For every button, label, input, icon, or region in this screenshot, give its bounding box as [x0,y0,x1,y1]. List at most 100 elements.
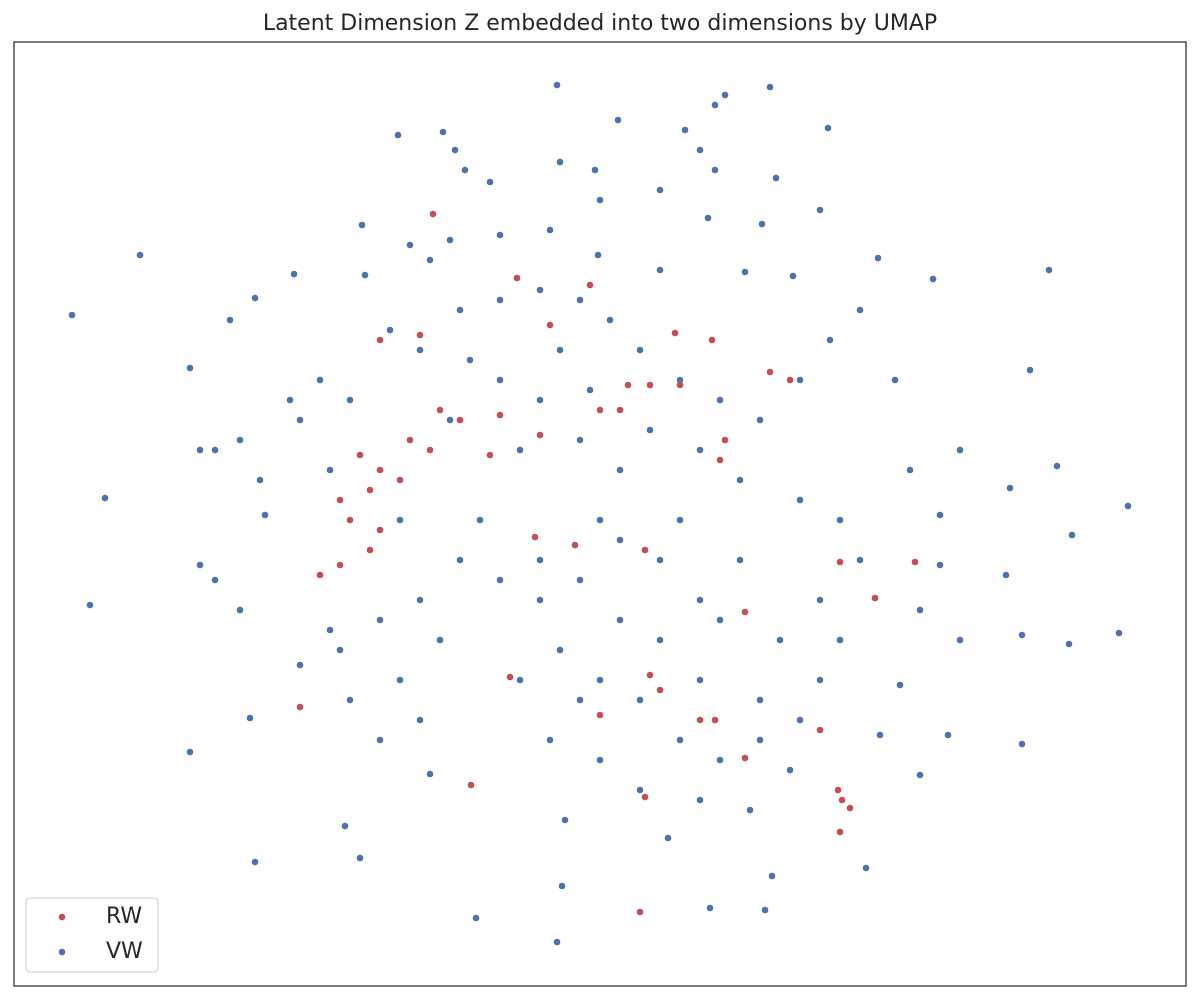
point [496,411,504,419]
point [472,914,480,922]
point [1018,740,1026,748]
point [616,406,624,414]
point [376,736,384,744]
point [446,416,454,424]
point [761,906,769,914]
point [546,321,554,329]
point [556,158,564,166]
point [796,716,804,724]
point [711,716,719,724]
point [496,296,504,304]
point [546,226,554,234]
point [326,626,334,634]
point [386,326,394,334]
point [290,270,298,278]
point [716,396,724,404]
point [696,676,704,684]
point [506,673,514,681]
point [706,904,714,912]
point [944,731,952,739]
point [741,608,749,616]
point [101,494,109,502]
point [741,268,749,276]
point [711,166,719,174]
point [816,596,824,604]
point [416,346,424,354]
point [596,756,604,764]
point [296,703,304,711]
point [396,516,404,524]
point [836,516,844,524]
point [576,296,584,304]
point [704,214,712,222]
point [536,431,544,439]
point [906,466,914,474]
point [456,306,464,314]
point [246,714,254,722]
point [496,231,504,239]
point [536,556,544,564]
point [656,556,664,564]
point [476,516,484,524]
point [486,178,494,186]
point [936,511,944,519]
point [326,466,334,474]
point [896,681,904,689]
point [1006,484,1014,492]
chart-title: Latent Dimension Z embedded into two dim… [263,11,937,36]
point [596,711,604,719]
point [196,561,204,569]
point [466,356,474,364]
point [467,781,475,789]
point [136,251,144,259]
point [251,858,259,866]
point [336,496,344,504]
point [736,476,744,484]
point [636,696,644,704]
point [366,546,374,554]
point [636,346,644,354]
point [586,386,594,394]
point [456,416,464,424]
point [816,676,824,684]
point [68,311,76,319]
point [376,526,384,534]
point [696,446,704,454]
point [336,646,344,654]
point [436,406,444,414]
point [576,576,584,584]
point [211,576,219,584]
point [916,606,924,614]
point [856,306,864,314]
point [596,676,604,684]
point [531,533,539,541]
point [636,786,644,794]
point [211,446,219,454]
legend-label: RW [106,904,142,929]
point [261,511,269,519]
point [576,696,584,704]
point [696,716,704,724]
point [936,561,944,569]
point [758,220,766,228]
point [741,754,749,762]
point [656,186,664,194]
point [676,736,684,744]
point [624,381,632,389]
point [956,636,964,644]
point [756,696,764,704]
point [251,294,259,302]
point [834,786,842,794]
point [594,251,602,259]
point [756,416,764,424]
point [366,486,374,494]
point [656,686,664,694]
point [676,381,684,389]
plot-frame [13,41,1187,987]
point [616,616,624,624]
point [236,606,244,614]
point [696,796,704,804]
point [891,376,899,384]
point [316,376,324,384]
